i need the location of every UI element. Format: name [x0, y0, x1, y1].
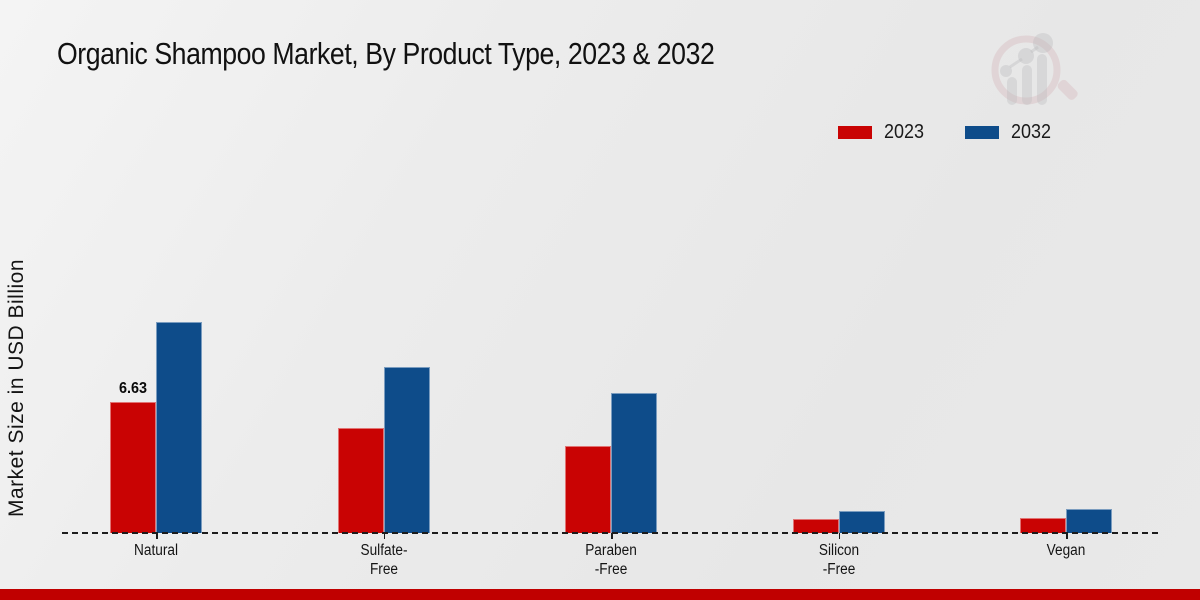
bar-2023-natural — [110, 402, 156, 533]
bar-2032-vegan — [1066, 509, 1112, 533]
x-axis-tick-vegan — [1066, 533, 1068, 539]
x-axis-tick-natural — [156, 533, 158, 539]
x-axis-category-label-vegan: Vegan — [1046, 542, 1086, 559]
legend-swatch-2032 — [964, 126, 999, 139]
chart-title: Organic Shampoo Market, By Product Type,… — [57, 36, 715, 71]
x-axis-category-label-paraben-free: Paraben -Free — [585, 542, 637, 578]
legend: 2023 2032 — [838, 121, 1055, 144]
legend-label-2032: 2032 — [1010, 121, 1051, 143]
bar-2023-paraben-free — [565, 446, 611, 533]
bar-2032-silicon-free — [838, 511, 885, 533]
x-axis-tick-silicon-free — [838, 533, 840, 539]
legend-item-2032: 2032 — [964, 121, 1056, 144]
bar-2023-vegan — [1020, 518, 1066, 533]
legend-label-2023: 2023 — [884, 121, 925, 143]
bar-2023-silicon-free — [792, 519, 839, 533]
bar-2032-sulfate-free — [383, 367, 430, 533]
x-axis-tick-sulfate-free — [383, 533, 385, 539]
legend-item-2023: 2023 — [838, 121, 929, 144]
bar-2032-paraben-free — [611, 393, 657, 533]
x-axis-tick-paraben-free — [611, 533, 613, 539]
x-axis-baseline — [62, 532, 1158, 534]
bar-value-label: 6.63 — [118, 380, 148, 397]
footer-accent-bar — [0, 589, 1200, 600]
magnifier-chart-watermark-icon — [991, 33, 1078, 105]
x-axis-category-label-silicon-free: Silicon -Free — [818, 542, 859, 578]
bar-2023-sulfate-free — [337, 428, 384, 533]
bar-2032-natural — [156, 322, 202, 533]
x-axis-category-label-natural: Natural — [134, 542, 178, 559]
legend-swatch-2023 — [838, 126, 872, 139]
x-axis-category-label-sulfate-free: Sulfate- Free — [359, 542, 408, 578]
